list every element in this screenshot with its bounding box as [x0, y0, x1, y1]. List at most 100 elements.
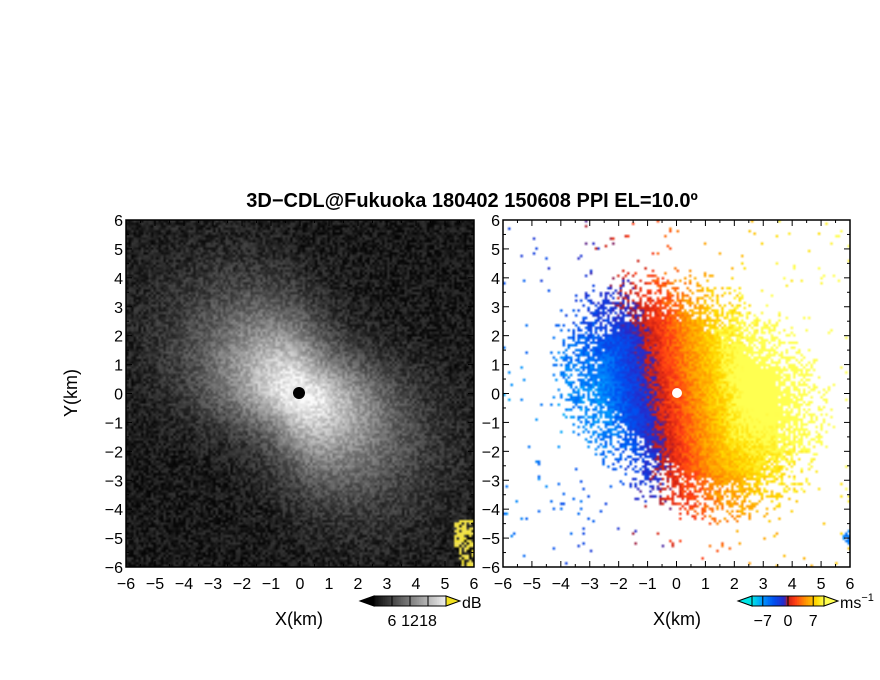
colorbar-segment	[437, 596, 440, 606]
colorbar-segment	[818, 596, 821, 606]
left-x-axis-label: X(km)	[275, 609, 323, 629]
colorbar-segment	[420, 596, 424, 606]
colorbar-segment	[393, 596, 397, 606]
colorbar-segment	[798, 596, 802, 606]
colorbar-segment	[762, 596, 766, 606]
colorbar-tick-label: 0	[784, 613, 793, 630]
y-tick-label: 5	[114, 242, 123, 259]
x-tick-label: 6	[846, 576, 855, 593]
x-tick-label: −6	[117, 576, 135, 593]
velocity-colorbar: −7 0 7 ms−1	[736, 592, 874, 630]
colorbar-segment	[381, 596, 384, 606]
left-axis-ticks: −6 −5 −4 −3 −2 −1 0 1 2 3 4 5 6 −6 −5 −4 −3 −2 −1 0 1 2 3 4 5 6	[105, 213, 479, 593]
left-y-axis-label: Y(km)	[61, 369, 81, 417]
right-x-axis-label: X(km)	[653, 609, 701, 629]
colorbar-segment	[775, 596, 778, 606]
colorbar-segment	[428, 596, 431, 606]
y-tick-label: −6	[482, 560, 500, 577]
colorbar-tick-label: 6	[388, 613, 397, 630]
colorbar-segment	[392, 596, 395, 606]
colorbar-segment	[404, 596, 407, 606]
colorbar-segment	[822, 596, 825, 606]
colorbar-segment	[386, 596, 389, 606]
y-tick-label: −2	[105, 444, 123, 461]
y-tick-label: 6	[491, 213, 500, 230]
x-tick-label: −5	[523, 576, 541, 593]
colorbar-segment	[811, 596, 814, 606]
x-tick-label: 1	[701, 576, 710, 593]
colorbar-min-extend	[736, 595, 753, 607]
right-axis-ticks: −6 −5 −4 −3 −2 −1 0 1 2 3 4 5 6 −6 −5 −4 −3 −2 −1 0 1 2 3 4 5 6	[482, 213, 855, 593]
colorbar-segment	[377, 596, 380, 606]
colorbar-segment	[422, 596, 425, 606]
colorbar-segment	[424, 596, 427, 606]
colorbar-segment	[388, 596, 391, 606]
radar-location-marker	[672, 388, 682, 398]
colorbar-segment	[415, 596, 418, 606]
x-tick-label: −5	[146, 576, 164, 593]
y-tick-label: 4	[491, 271, 500, 288]
colorbar-unit-label: ms−1	[840, 592, 874, 612]
colorbar-segment	[789, 596, 793, 606]
colorbar-segment	[375, 596, 379, 606]
colorbar-segment	[788, 596, 791, 606]
y-tick-label: 5	[491, 242, 500, 259]
colorbar-tick-label: 12	[401, 613, 419, 630]
x-tick-label: 4	[788, 576, 797, 593]
colorbar-segment	[442, 596, 445, 606]
x-tick-label: −3	[581, 576, 599, 593]
x-tick-label: 2	[730, 576, 739, 593]
colorbar-segment	[770, 596, 773, 606]
colorbar-segment	[816, 596, 820, 606]
colorbar-segment	[815, 596, 818, 606]
colorbar-segment	[413, 596, 416, 606]
x-tick-label: 5	[817, 576, 826, 593]
colorbar-segment	[764, 596, 767, 606]
colorbar-segment	[807, 596, 811, 606]
colorbar-segment	[406, 596, 409, 606]
y-tick-label: 0	[491, 387, 500, 404]
colorbar-segment	[757, 596, 760, 606]
colorbar-segment	[384, 596, 388, 606]
x-tick-label: −2	[610, 576, 628, 593]
colorbar-tick-label: 18	[419, 613, 437, 630]
colorbar-segment	[417, 596, 420, 606]
colorbar-segment	[379, 596, 382, 606]
chart-title: 3D−CDL@Fukuoka 180402 150608 PPI EL=10.0…	[246, 190, 698, 212]
colorbar-segment	[383, 596, 386, 606]
x-tick-label: −1	[638, 576, 656, 593]
colorbar-segment	[800, 596, 803, 606]
y-tick-label: −6	[105, 560, 123, 577]
y-tick-label: 3	[114, 300, 123, 317]
x-tick-label: 4	[412, 576, 421, 593]
y-tick-label: 1	[491, 358, 500, 375]
snr-colorbar: 6 12 18 dB	[358, 595, 482, 630]
colorbar-unit-exponent: −1	[861, 592, 874, 604]
colorbar-segment	[780, 596, 784, 606]
y-tick-label: 1	[114, 358, 123, 375]
y-tick-label: −4	[482, 502, 500, 519]
colorbar-segment	[813, 596, 816, 606]
colorbar-segment	[431, 596, 434, 606]
colorbar-segment	[806, 596, 809, 606]
colorbar-segment	[797, 596, 800, 606]
colorbar-segment	[419, 596, 422, 606]
colorbar-segment	[374, 596, 377, 606]
colorbar-segment	[795, 596, 798, 606]
colorbar-segment	[804, 596, 807, 606]
colorbar-segment	[401, 596, 404, 606]
x-tick-label: 5	[441, 576, 450, 593]
y-tick-label: 2	[491, 329, 500, 346]
colorbar-segment	[784, 596, 787, 606]
colorbar-segment	[408, 596, 411, 606]
x-tick-label: 6	[470, 576, 479, 593]
colorbar-max-extend	[445, 595, 462, 607]
colorbar-segment	[752, 596, 755, 606]
colorbar-tick-label: −7	[754, 613, 772, 630]
colorbar-segment	[820, 596, 823, 606]
x-tick-label: −4	[175, 576, 193, 593]
y-tick-label: −5	[105, 531, 123, 548]
colorbar-segment	[777, 596, 780, 606]
x-tick-label: −6	[494, 576, 512, 593]
